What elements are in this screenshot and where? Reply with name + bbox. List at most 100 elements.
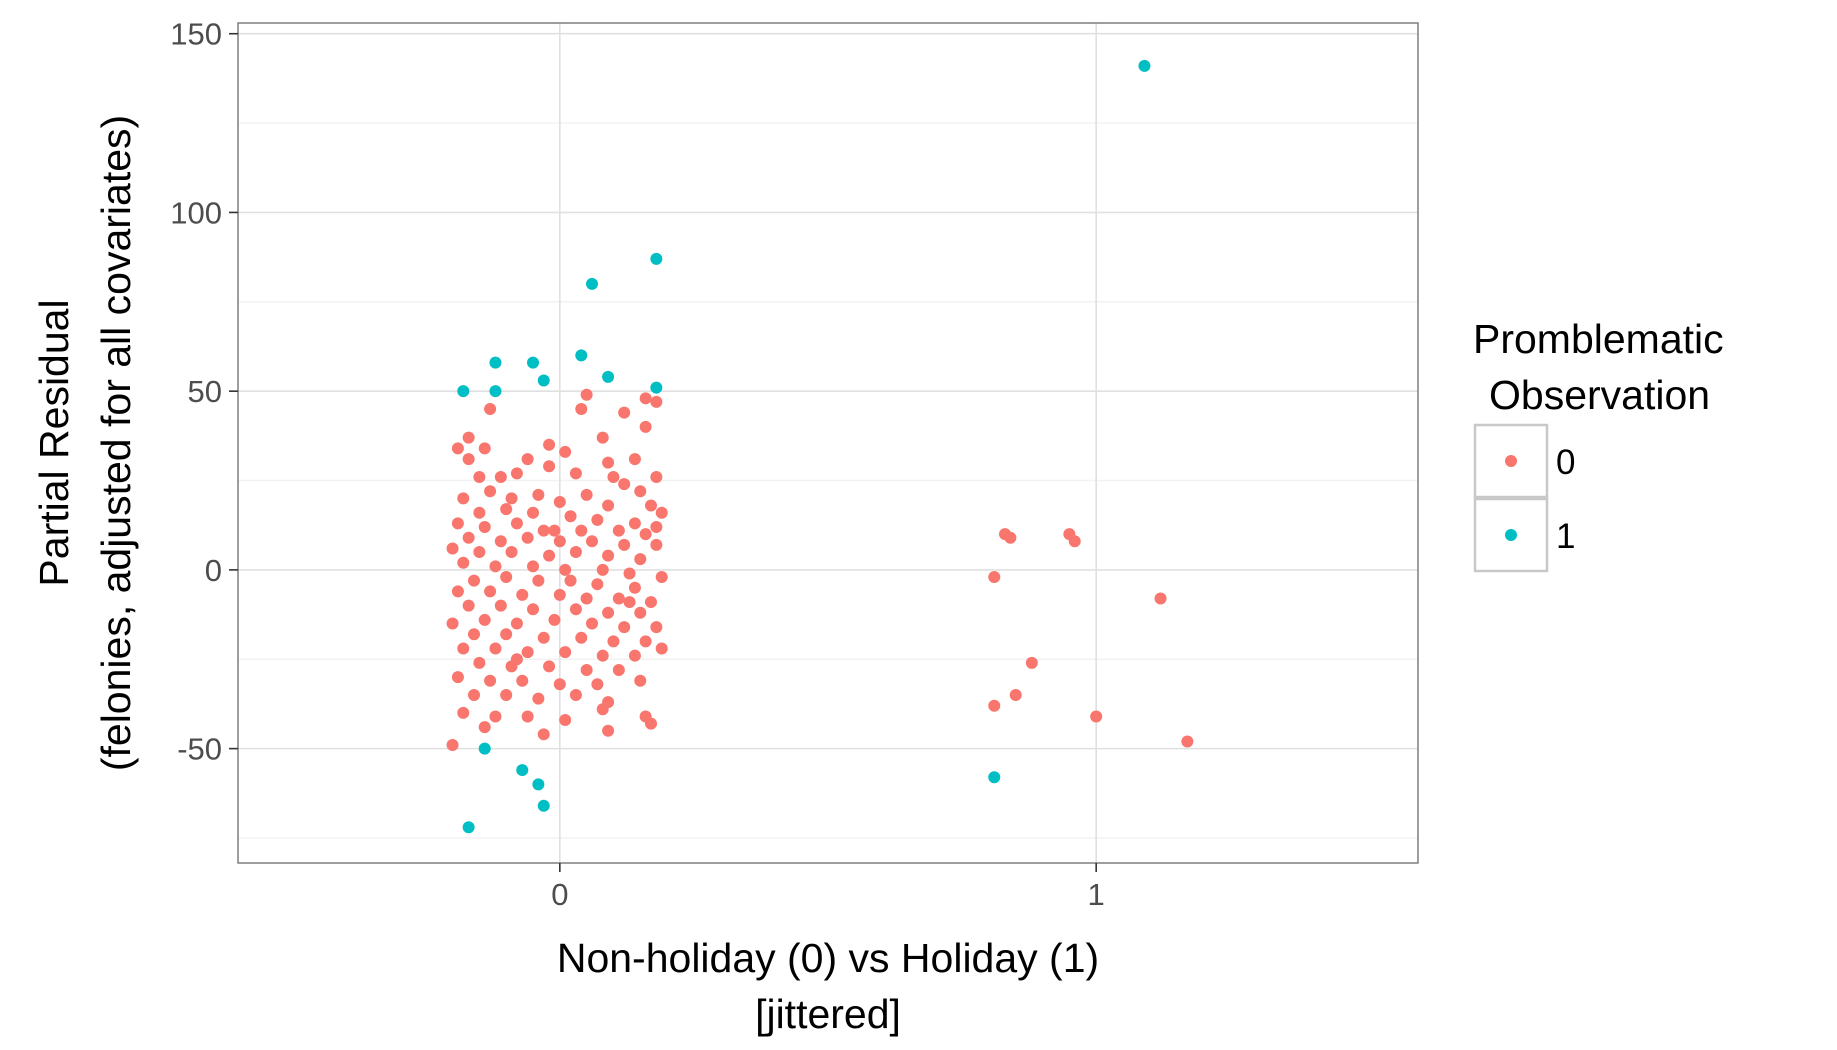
point-series-0-59 <box>494 535 507 548</box>
point-series-0-5 <box>1154 592 1167 605</box>
point-series-0-44 <box>655 506 668 519</box>
point-series-0-38 <box>505 492 518 505</box>
point-series-0-65 <box>446 542 459 555</box>
point-series-0-80 <box>500 571 513 584</box>
point-series-0-110 <box>639 635 652 648</box>
point-series-0-40 <box>553 495 566 508</box>
point-series-0-26 <box>602 456 615 469</box>
point-series-0-24 <box>462 453 475 466</box>
point-series-0-11 <box>580 388 593 401</box>
point-series-0-62 <box>586 535 598 548</box>
point-series-0-143 <box>602 724 615 737</box>
point-series-0-97 <box>634 606 647 619</box>
point-series-0-129 <box>468 689 480 701</box>
point-series-0-115 <box>596 649 609 662</box>
point-series-0-101 <box>548 613 561 626</box>
point-series-0-61 <box>553 535 566 548</box>
point-series-0-128 <box>634 674 647 687</box>
point-series-0-55 <box>575 524 588 537</box>
point-series-0-23 <box>575 403 588 416</box>
point-series-1-8 <box>457 385 470 398</box>
point-series-0-132 <box>569 689 582 701</box>
point-series-0-112 <box>489 642 502 655</box>
point-series-0-7 <box>1009 689 1022 701</box>
point-series-0-52 <box>478 521 491 533</box>
point-series-0-15 <box>639 420 652 433</box>
point-series-1-12 <box>516 764 529 777</box>
point-series-1-7 <box>537 374 550 387</box>
legend-title-line1: Promblematic <box>1473 316 1724 362</box>
point-series-0-137 <box>559 714 572 727</box>
point-series-0-113 <box>521 646 534 659</box>
point-series-0-48 <box>564 510 577 523</box>
y-tick-label-1: 0 <box>205 553 222 588</box>
point-series-0-74 <box>527 560 539 573</box>
point-series-0-51 <box>451 517 464 530</box>
y-tick-label-0: -50 <box>177 732 222 767</box>
point-series-0-20 <box>543 438 556 451</box>
point-series-0-127 <box>591 678 604 691</box>
point-series-0-124 <box>484 674 497 687</box>
point-series-0-49 <box>591 513 604 526</box>
plot-background <box>238 23 1418 863</box>
point-series-1-1 <box>650 252 663 265</box>
point-series-0-136 <box>521 710 534 723</box>
point-series-0-16 <box>596 431 609 444</box>
point-series-0-94 <box>527 603 539 616</box>
point-series-0-58 <box>462 531 475 544</box>
point-series-0-79 <box>468 574 480 587</box>
point-series-1-4 <box>527 356 539 369</box>
point-series-0-123 <box>451 671 464 684</box>
point-series-0-142 <box>537 728 550 741</box>
y-tick-label-3: 100 <box>170 195 222 230</box>
point-series-0-43 <box>645 499 657 512</box>
x-axis-title-line2: [jittered] <box>755 991 901 1037</box>
point-series-0-131 <box>532 692 545 705</box>
point-series-1-2 <box>586 277 598 290</box>
y-axis-title-line2: (felonies, adjusted for all covariates) <box>93 115 139 771</box>
point-series-0-144 <box>446 739 459 752</box>
point-series-0-73 <box>489 560 502 573</box>
point-series-0-17 <box>462 431 475 444</box>
point-series-0-33 <box>650 470 663 483</box>
point-series-0-37 <box>484 485 497 498</box>
point-series-0-130 <box>500 689 513 701</box>
point-series-0-78 <box>655 571 668 584</box>
point-series-0-86 <box>484 585 497 598</box>
point-series-0-96 <box>602 606 615 619</box>
point-series-0-90 <box>612 592 625 605</box>
point-series-0-22 <box>484 403 497 416</box>
point-series-1-15 <box>462 821 475 834</box>
point-series-0-138 <box>596 703 609 716</box>
point-series-0-8 <box>988 699 1001 712</box>
point-series-0-83 <box>591 578 604 591</box>
point-series-0-118 <box>473 656 486 669</box>
point-series-0-95 <box>569 603 582 616</box>
point-series-0-140 <box>645 717 657 730</box>
point-series-1-14 <box>537 799 550 812</box>
point-series-0-50 <box>628 517 641 530</box>
point-series-0-41 <box>580 488 593 501</box>
point-series-0-27 <box>543 460 556 473</box>
point-series-0-77 <box>623 567 636 580</box>
point-series-0-103 <box>618 621 631 634</box>
point-series-0-98 <box>446 617 459 630</box>
point-series-1-16 <box>988 771 1001 784</box>
point-series-0-69 <box>569 546 582 559</box>
point-series-0-82 <box>564 574 577 587</box>
y-axis-title-line1: Partial Residual <box>31 299 77 586</box>
data-points <box>446 59 1194 834</box>
grid-lines <box>238 23 1418 863</box>
point-series-0-71 <box>634 553 647 566</box>
point-series-0-121 <box>580 663 593 676</box>
point-series-0-141 <box>478 721 491 734</box>
point-series-0-10 <box>1181 735 1194 748</box>
point-series-0-105 <box>468 628 480 641</box>
point-series-0-6 <box>1025 656 1038 669</box>
point-series-0-72 <box>457 556 470 569</box>
point-series-0-145 <box>510 653 523 666</box>
point-series-0-64 <box>650 538 663 551</box>
point-series-0-60 <box>521 531 534 544</box>
point-series-0-84 <box>628 581 641 594</box>
